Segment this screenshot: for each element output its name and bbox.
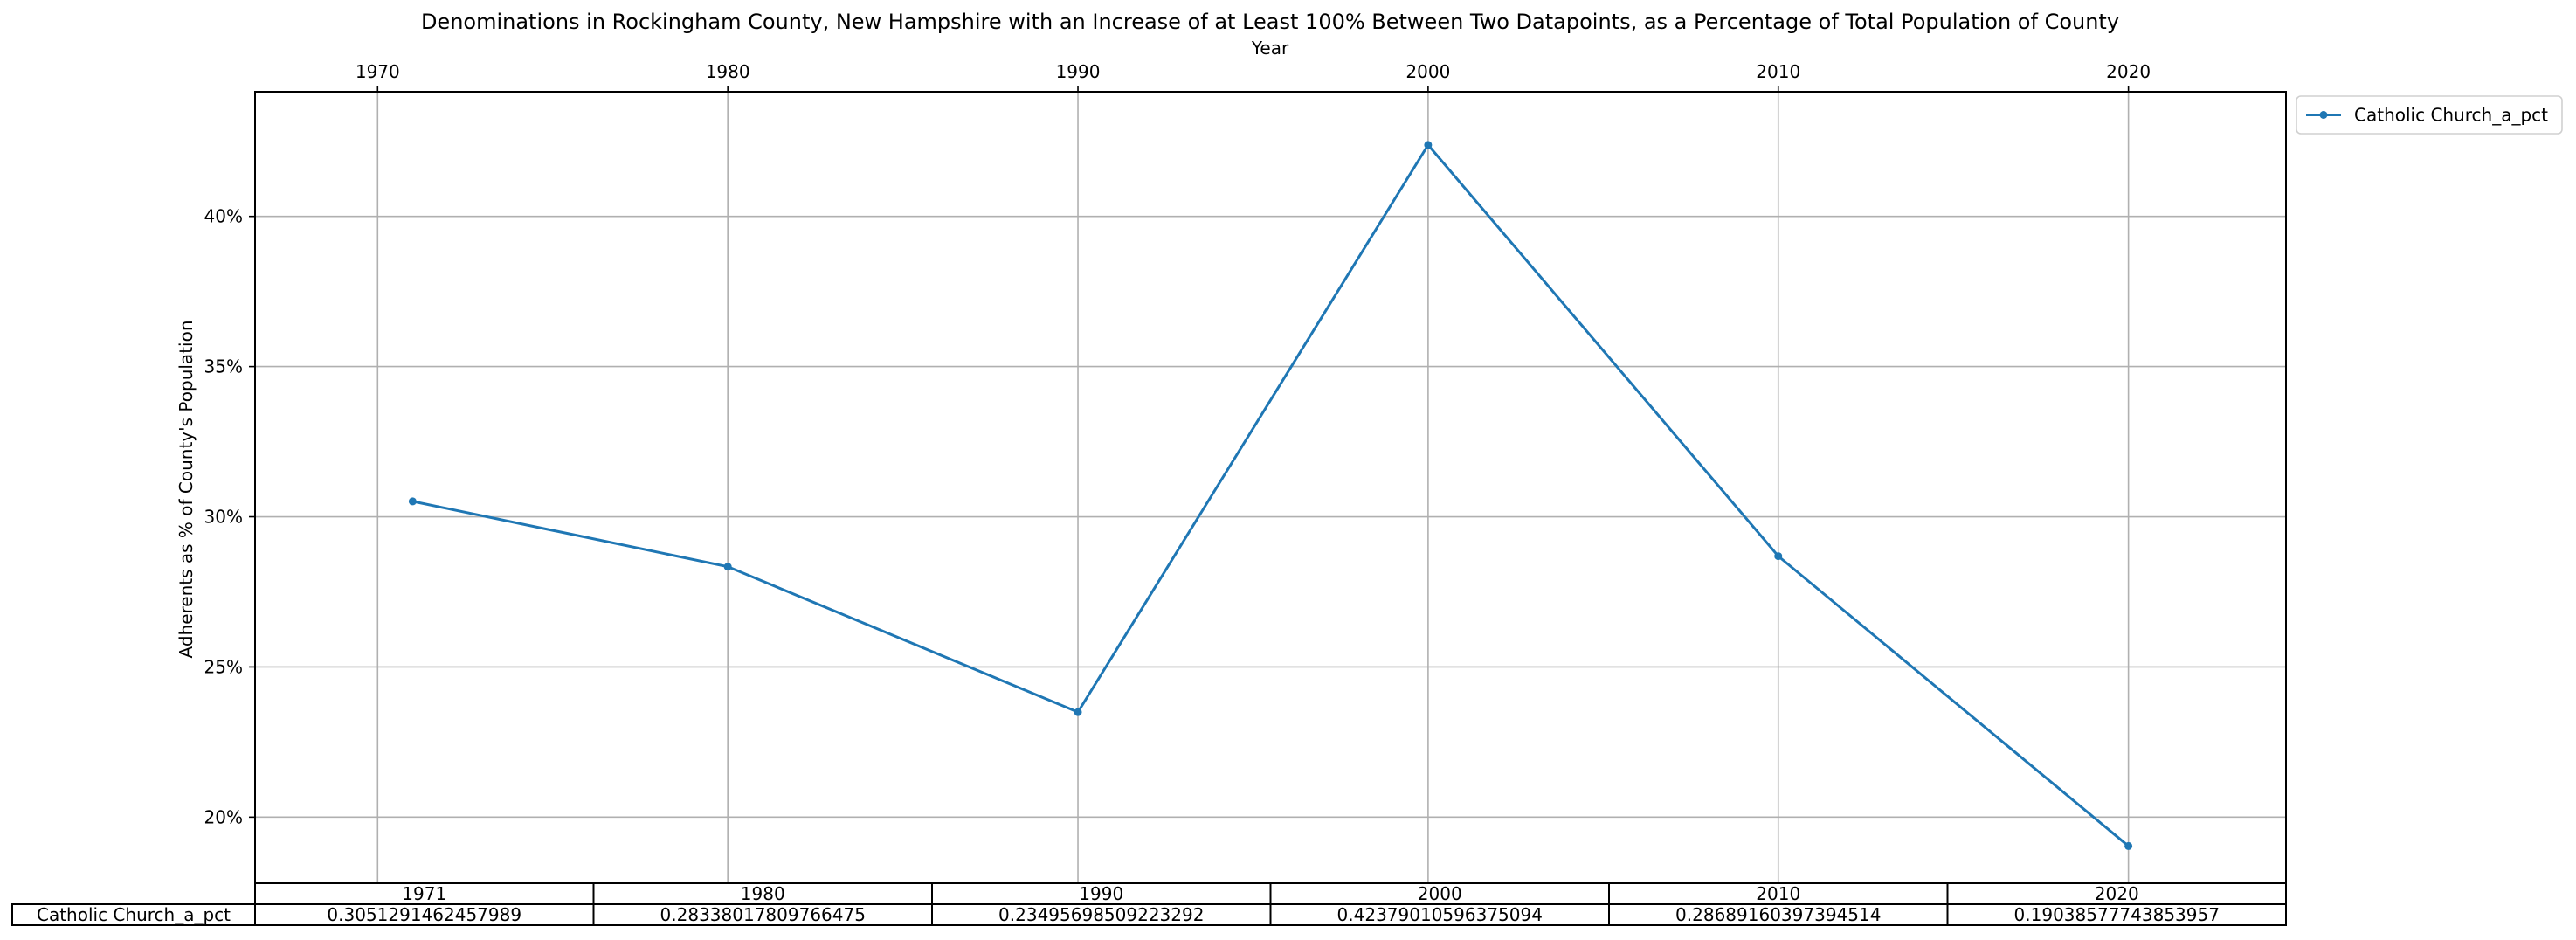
x-tick-label: 2020: [2106, 61, 2151, 82]
data-point: [1074, 708, 1082, 716]
y-tick-label: 40%: [204, 206, 243, 227]
data-point: [408, 497, 417, 506]
table-header-label: 1971: [402, 883, 446, 904]
data-table: 1971 1980 1990 2000 2010 2020 Catholic Church_…: [11, 882, 2287, 926]
plot-frame: [254, 91, 2287, 884]
grid-lines: [255, 92, 2286, 883]
y-tick-label: 35%: [204, 356, 243, 377]
table-cell-value: 0.3051291462457989: [327, 904, 521, 925]
series-line: [412, 142, 2130, 847]
x-tick-label: 1990: [1056, 61, 1101, 82]
legend-box: [2296, 95, 2563, 135]
x-tick-label: 2010: [1756, 61, 1800, 82]
x-tick-label: 2000: [1405, 61, 1450, 82]
data-point: [723, 563, 732, 571]
table-cell-value: 0.19038577743853957: [2014, 904, 2220, 925]
x-axis-label: Year: [1251, 38, 1289, 59]
axis-ticks: 1970 1980 1990 2000 2010 2020 20% 25% 30% 35% 40%: [204, 61, 2151, 827]
legend: Catholic Church_a_pct: [2296, 95, 2563, 135]
data-point: [2124, 841, 2133, 850]
data-point: [1774, 552, 1783, 561]
x-tick-label: 1980: [706, 61, 750, 82]
table-cell-value: 0.28338017809766475: [660, 904, 866, 925]
legend-marker: [2319, 111, 2328, 119]
y-axis-label: Adherents as % of County's Population: [176, 320, 197, 658]
chart-title: Denominations in Rockingham County, New …: [421, 10, 2119, 34]
table-row-label: Catholic Church_a_pct: [37, 904, 231, 925]
data-point: [1424, 141, 1433, 149]
table-cell-value: 0.42379010596375094: [1337, 904, 1543, 925]
table-header-label: 1980: [741, 883, 785, 904]
table-cell: [1946, 903, 2287, 926]
y-tick-label: 25%: [204, 656, 243, 677]
y-tick-label: 30%: [204, 507, 243, 528]
table-header-label: 2000: [1418, 883, 1462, 904]
legend-label: Catholic Church_a_pct: [2354, 105, 2548, 126]
table-header-label: 1990: [1079, 883, 1123, 904]
table-cell-value: 0.23495698509223292: [998, 904, 1204, 925]
y-tick-label: 20%: [204, 806, 243, 827]
series-lines: [408, 141, 2133, 850]
table-header-label: 2020: [2095, 883, 2139, 904]
table-cell-value: 0.28689160397394514: [1675, 904, 1881, 925]
x-tick-label: 1970: [356, 61, 400, 82]
table-header-label: 2010: [1756, 883, 1800, 904]
